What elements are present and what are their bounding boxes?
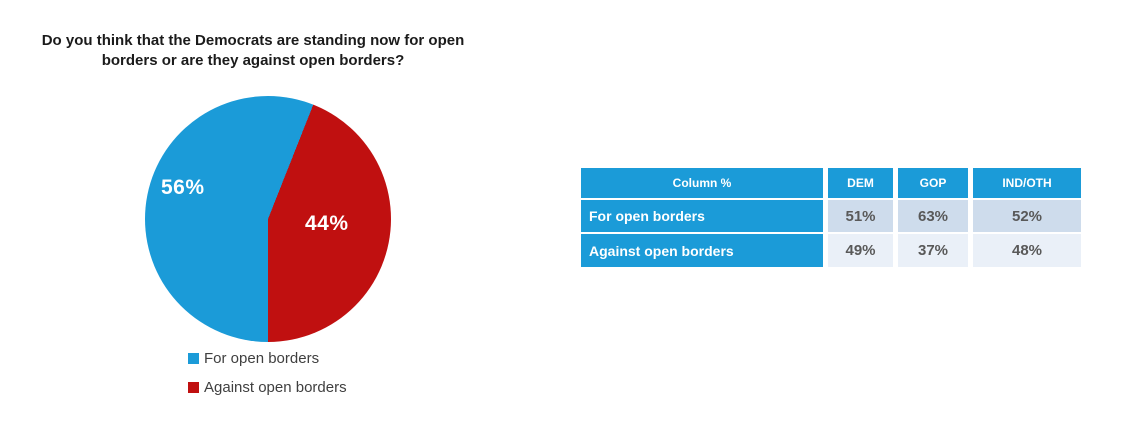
table-cell-for-gop: 63%	[898, 200, 968, 232]
legend-item-against-open-borders: Against open borders	[188, 378, 347, 396]
table-row-label-for-open-borders: For open borders	[581, 200, 823, 232]
legend-label: For open borders	[204, 349, 320, 367]
chart-title-line1: Do you think that the Democrats are stan…	[41, 32, 465, 49]
table-cell-for-dem: 51%	[828, 200, 893, 232]
table-row-label-against-open-borders: Against open borders	[581, 234, 823, 267]
legend-swatch-blue-icon	[188, 352, 199, 364]
pie-legend: For open borders Against open borders	[188, 349, 347, 396]
pie-slice-label-against-open-borders: 44%	[305, 212, 349, 235]
table-cell-against-ind-oth: 48%	[973, 234, 1081, 267]
crosstab-table: Column % DEM GOP IND/OTH For open border…	[581, 168, 1081, 267]
chart-title: Do you think that the Democrats are stan…	[20, 31, 486, 71]
table-header-ind-oth: IND/OTH	[973, 168, 1081, 198]
pie-slice-label-for-open-borders: 56%	[161, 176, 205, 199]
legend-item-for-open-borders: For open borders	[188, 349, 347, 367]
pie-chart	[145, 96, 391, 342]
chart-title-line2: borders or are they against open borders…	[101, 52, 405, 69]
legend-swatch-red-icon	[188, 381, 199, 393]
table-header-column-percent: Column %	[581, 168, 823, 198]
table-header-gop: GOP	[898, 168, 968, 198]
table-cell-against-gop: 37%	[898, 234, 968, 267]
table-cell-for-ind-oth: 52%	[973, 200, 1081, 232]
legend-label: Against open borders	[204, 378, 347, 396]
table-cell-against-dem: 49%	[828, 234, 893, 267]
table-header-dem: DEM	[828, 168, 893, 198]
pie-chart-area: 56% 44%	[145, 96, 391, 342]
